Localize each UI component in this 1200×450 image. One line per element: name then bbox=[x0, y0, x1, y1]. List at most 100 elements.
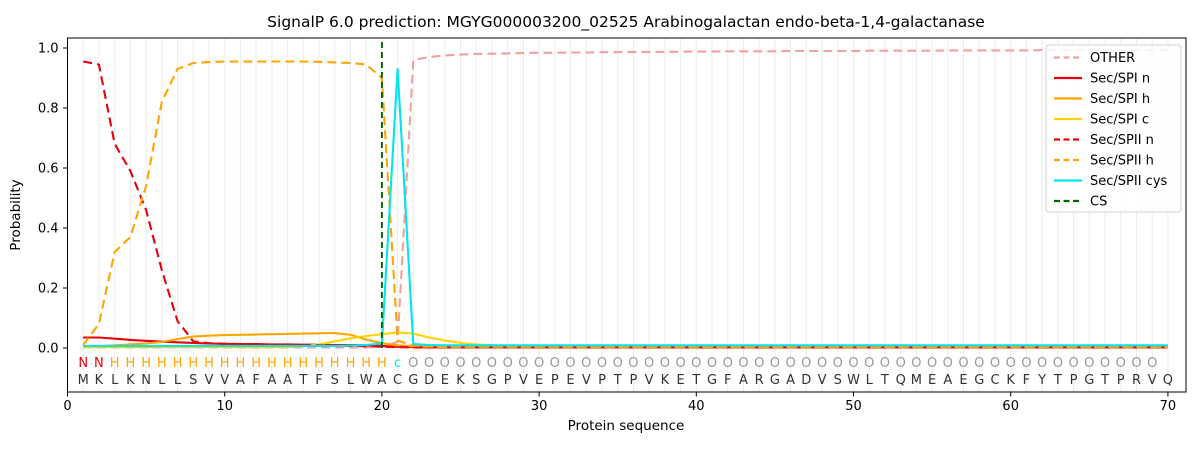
sequence-letter: Y bbox=[1037, 373, 1046, 388]
sequence-letter: T bbox=[613, 373, 622, 388]
annotation-letter: O bbox=[723, 356, 733, 371]
sequence-letter: F bbox=[315, 373, 322, 388]
sequence-letter: G bbox=[487, 373, 497, 388]
annotation-letter: O bbox=[1053, 356, 1063, 371]
sequence-letter: F bbox=[724, 373, 731, 388]
x-tick-label: 10 bbox=[216, 399, 233, 414]
sequence-letter: K bbox=[126, 373, 135, 388]
annotation-letter: O bbox=[424, 356, 434, 371]
sequence-letter: S bbox=[189, 373, 197, 388]
sequence-letter: S bbox=[834, 373, 842, 388]
y-tick-label: 0.8 bbox=[38, 102, 59, 117]
legend-label: CS bbox=[1090, 195, 1107, 210]
sequence-letter: E bbox=[566, 373, 574, 388]
sequence-letter: K bbox=[456, 373, 465, 388]
sequence-letter: G bbox=[974, 373, 984, 388]
sequence-letter: A bbox=[739, 373, 748, 388]
sequence-letter: L bbox=[111, 373, 119, 388]
sequence-letter: P bbox=[504, 373, 512, 388]
sequence-letter: T bbox=[1053, 373, 1062, 388]
sequence-letter: E bbox=[441, 373, 449, 388]
sequence-letter: K bbox=[1006, 373, 1015, 388]
sequence-letter: Q bbox=[1163, 373, 1173, 388]
y-tick-label: 0.6 bbox=[38, 162, 59, 177]
annotation-letter: O bbox=[943, 356, 953, 371]
y-tick-label: 0.2 bbox=[38, 282, 59, 297]
annotation-letter: H bbox=[110, 356, 120, 371]
series-line-other bbox=[83, 49, 1168, 349]
annotation-letter: H bbox=[314, 356, 324, 371]
annotation-letter: H bbox=[377, 356, 387, 371]
sequence-letter: G bbox=[1084, 373, 1094, 388]
x-tick-label: 50 bbox=[845, 399, 862, 414]
x-tick-label: 0 bbox=[63, 399, 71, 414]
annotation-letter: O bbox=[565, 356, 575, 371]
annotation-letter: O bbox=[581, 356, 591, 371]
annotation-letter: H bbox=[157, 356, 167, 371]
sequence-letter: D bbox=[801, 373, 811, 388]
legend: OTHER Sec/SPI n Sec/SPI h Sec/SPI c Sec/SPII… bbox=[1045, 44, 1182, 213]
sequence-letter: C bbox=[990, 373, 999, 388]
legend-label: Sec/SPI n bbox=[1090, 72, 1150, 87]
legend-label: Sec/SPI h bbox=[1090, 92, 1150, 107]
y-tick-label: 0.0 bbox=[38, 342, 59, 357]
annotation-letter: O bbox=[1068, 356, 1078, 371]
legend-label: OTHER bbox=[1090, 51, 1135, 66]
sequence-letter: E bbox=[676, 373, 684, 388]
x-tick-label: 70 bbox=[1160, 399, 1177, 414]
sequence-letter: T bbox=[1100, 373, 1109, 388]
annotation-letter: O bbox=[896, 356, 906, 371]
annotation-letter: O bbox=[534, 356, 544, 371]
annotation-letter: O bbox=[785, 356, 795, 371]
sequence-letter: V bbox=[582, 373, 591, 388]
sequence-letter: Q bbox=[896, 373, 906, 388]
sequence-letter: V bbox=[205, 373, 214, 388]
annotation-letter: O bbox=[817, 356, 827, 371]
sequence-letter: K bbox=[95, 373, 104, 388]
annotation-letter: O bbox=[770, 356, 780, 371]
sequence-letter: W bbox=[360, 373, 373, 388]
sequence-letter: A bbox=[283, 373, 292, 388]
annotation-letter: O bbox=[754, 356, 764, 371]
sequence-letter: K bbox=[661, 373, 670, 388]
annotation-letter: O bbox=[1116, 356, 1126, 371]
sequence-letter: P bbox=[551, 373, 559, 388]
annotation-letter: H bbox=[141, 356, 151, 371]
annotation-letter: O bbox=[660, 356, 670, 371]
sequence-letter: A bbox=[236, 373, 245, 388]
annotation-letter: H bbox=[298, 356, 308, 371]
annotation-letter: O bbox=[455, 356, 465, 371]
sequence-letter: R bbox=[755, 373, 764, 388]
sequence-letter: P bbox=[629, 373, 637, 388]
annotation-letter: O bbox=[691, 356, 701, 371]
annotation-letter: O bbox=[911, 356, 921, 371]
sequence-letter: F bbox=[252, 373, 259, 388]
sequence-letter: A bbox=[786, 373, 795, 388]
sequence-letter: P bbox=[1070, 373, 1078, 388]
sequence-letter: D bbox=[424, 373, 434, 388]
chart-title: SignalP 6.0 prediction: MGYG000003200_02… bbox=[267, 13, 985, 32]
annotation-letter: H bbox=[283, 356, 293, 371]
annotation-letter: O bbox=[1100, 356, 1110, 371]
sequence-letter: V bbox=[1148, 373, 1157, 388]
annotation-letter: H bbox=[126, 356, 136, 371]
series-line-sec-spii-h bbox=[82, 60, 1168, 349]
annotation-letter: O bbox=[990, 356, 1000, 371]
annotation-letter: N bbox=[94, 356, 104, 371]
x-tick-label: 60 bbox=[1002, 399, 1019, 414]
sequence-letter: M bbox=[911, 373, 922, 388]
annotation-letter: O bbox=[550, 356, 560, 371]
y-tick-label: 0.4 bbox=[38, 222, 59, 237]
legend-label: Sec/SPII h bbox=[1090, 154, 1154, 169]
x-tick-label: 30 bbox=[531, 399, 548, 414]
annotation-letter: O bbox=[833, 356, 843, 371]
annotation-letter: O bbox=[613, 356, 623, 371]
y-axis-label: Probability bbox=[8, 179, 24, 250]
annotation-letter: N bbox=[78, 356, 88, 371]
annotation-letter: O bbox=[958, 356, 968, 371]
sequence-letter: E bbox=[959, 373, 967, 388]
x-tick-label: 40 bbox=[688, 399, 705, 414]
sequence-letter: G bbox=[707, 373, 717, 388]
